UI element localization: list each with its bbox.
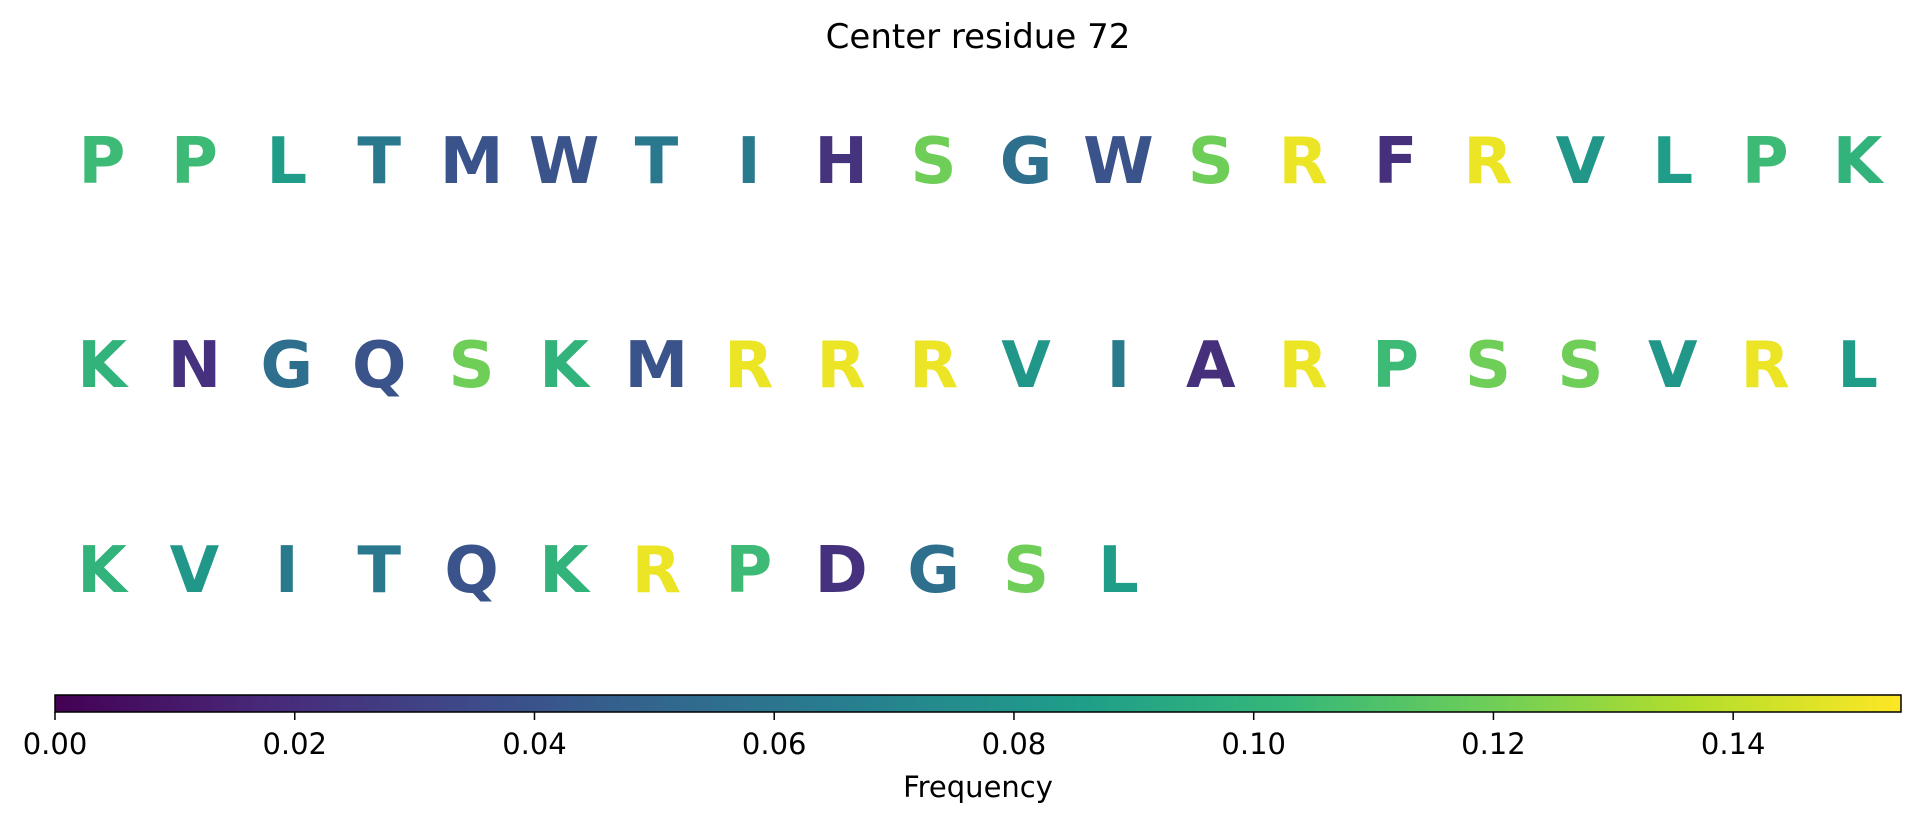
residue-letter: I xyxy=(737,125,761,199)
residue-letter: K xyxy=(77,534,129,608)
colorbar-label: Frequency xyxy=(903,770,1053,804)
colorbar-tick-label: 0.14 xyxy=(1701,727,1766,761)
residue-letter: P xyxy=(171,125,218,199)
residue-letter: T xyxy=(357,125,401,199)
residue-letter: S xyxy=(1188,125,1234,199)
residue-letter: I xyxy=(1106,329,1130,403)
residue-letter: S xyxy=(1557,329,1603,403)
residue-letter: P xyxy=(725,534,772,608)
residue-letter: N xyxy=(168,329,222,403)
residue-letter: V xyxy=(170,534,220,608)
residue-letter: L xyxy=(266,125,307,199)
residue-letter: R xyxy=(632,534,681,608)
residue-letter: M xyxy=(440,125,504,199)
colorbar-tick-label: 0.00 xyxy=(23,727,88,761)
residue-letter: H xyxy=(814,125,868,199)
residue-letter: P xyxy=(79,125,126,199)
residue-letter: P xyxy=(1372,329,1419,403)
residue-letter: S xyxy=(911,125,957,199)
residue-letter: M xyxy=(625,329,689,403)
residue-letter: G xyxy=(261,329,314,403)
residue-letter: K xyxy=(1833,125,1885,199)
residue-letter: R xyxy=(817,329,866,403)
residue-letter: K xyxy=(539,534,591,608)
residue-letter: K xyxy=(539,329,591,403)
residue-letter: Q xyxy=(352,329,406,403)
residue-letter: L xyxy=(1837,329,1878,403)
residue-letter: D xyxy=(815,534,868,608)
residue-letter: R xyxy=(1279,125,1328,199)
colorbar-tick-label: 0.04 xyxy=(502,727,567,761)
colorbar-ticks: 0.00 0.02 0.04 0.06 0.08 0.10 0.12 0.14 xyxy=(23,712,1766,761)
residue-letter: P xyxy=(1742,125,1789,199)
colorbar-tick-label: 0.08 xyxy=(982,727,1047,761)
residue-letter: G xyxy=(907,534,960,608)
residue-letter: S xyxy=(1465,329,1511,403)
colorbar-gradient xyxy=(54,694,1902,713)
residue-letter: K xyxy=(77,329,129,403)
colorbar: 0.00 0.02 0.04 0.06 0.08 0.10 0.12 0.14 Frequen… xyxy=(23,694,1902,804)
residue-letter: V xyxy=(1001,329,1051,403)
residue-letter: W xyxy=(1083,125,1154,199)
residue-letter: T xyxy=(357,534,401,608)
residue-letter: G xyxy=(1000,125,1053,199)
colorbar-tick-label: 0.12 xyxy=(1461,727,1526,761)
colorbar-tick-label: 0.10 xyxy=(1221,727,1286,761)
residue-letter: R xyxy=(1741,329,1790,403)
colorbar-tick-label: 0.06 xyxy=(742,727,807,761)
residue-letter: I xyxy=(275,534,299,608)
residue-letter: L xyxy=(1098,534,1139,608)
residue-letter: V xyxy=(1556,125,1606,199)
colorbar-tick-label: 0.02 xyxy=(262,727,327,761)
residue-letter: L xyxy=(1652,125,1693,199)
residue-letter: Q xyxy=(444,534,498,608)
residue-letter: V xyxy=(1648,329,1698,403)
residue-letter: R xyxy=(1463,125,1512,199)
residue-letter: R xyxy=(1279,329,1328,403)
residue-letter: W xyxy=(529,125,600,199)
residue-letter: T xyxy=(635,125,679,199)
residue-letter: S xyxy=(449,329,495,403)
residue-letter: S xyxy=(1003,534,1049,608)
chart-title: Center residue 72 xyxy=(826,17,1131,57)
residue-letter: R xyxy=(909,329,958,403)
residue-letter: A xyxy=(1186,329,1236,403)
residue-grid: P P L T M W T I H S G W S R F R V L P KK N G Q S K M R R R V I A R P S S V R L… xyxy=(77,125,1885,608)
residue-letter: F xyxy=(1374,125,1418,199)
residue-letter: R xyxy=(724,329,773,403)
